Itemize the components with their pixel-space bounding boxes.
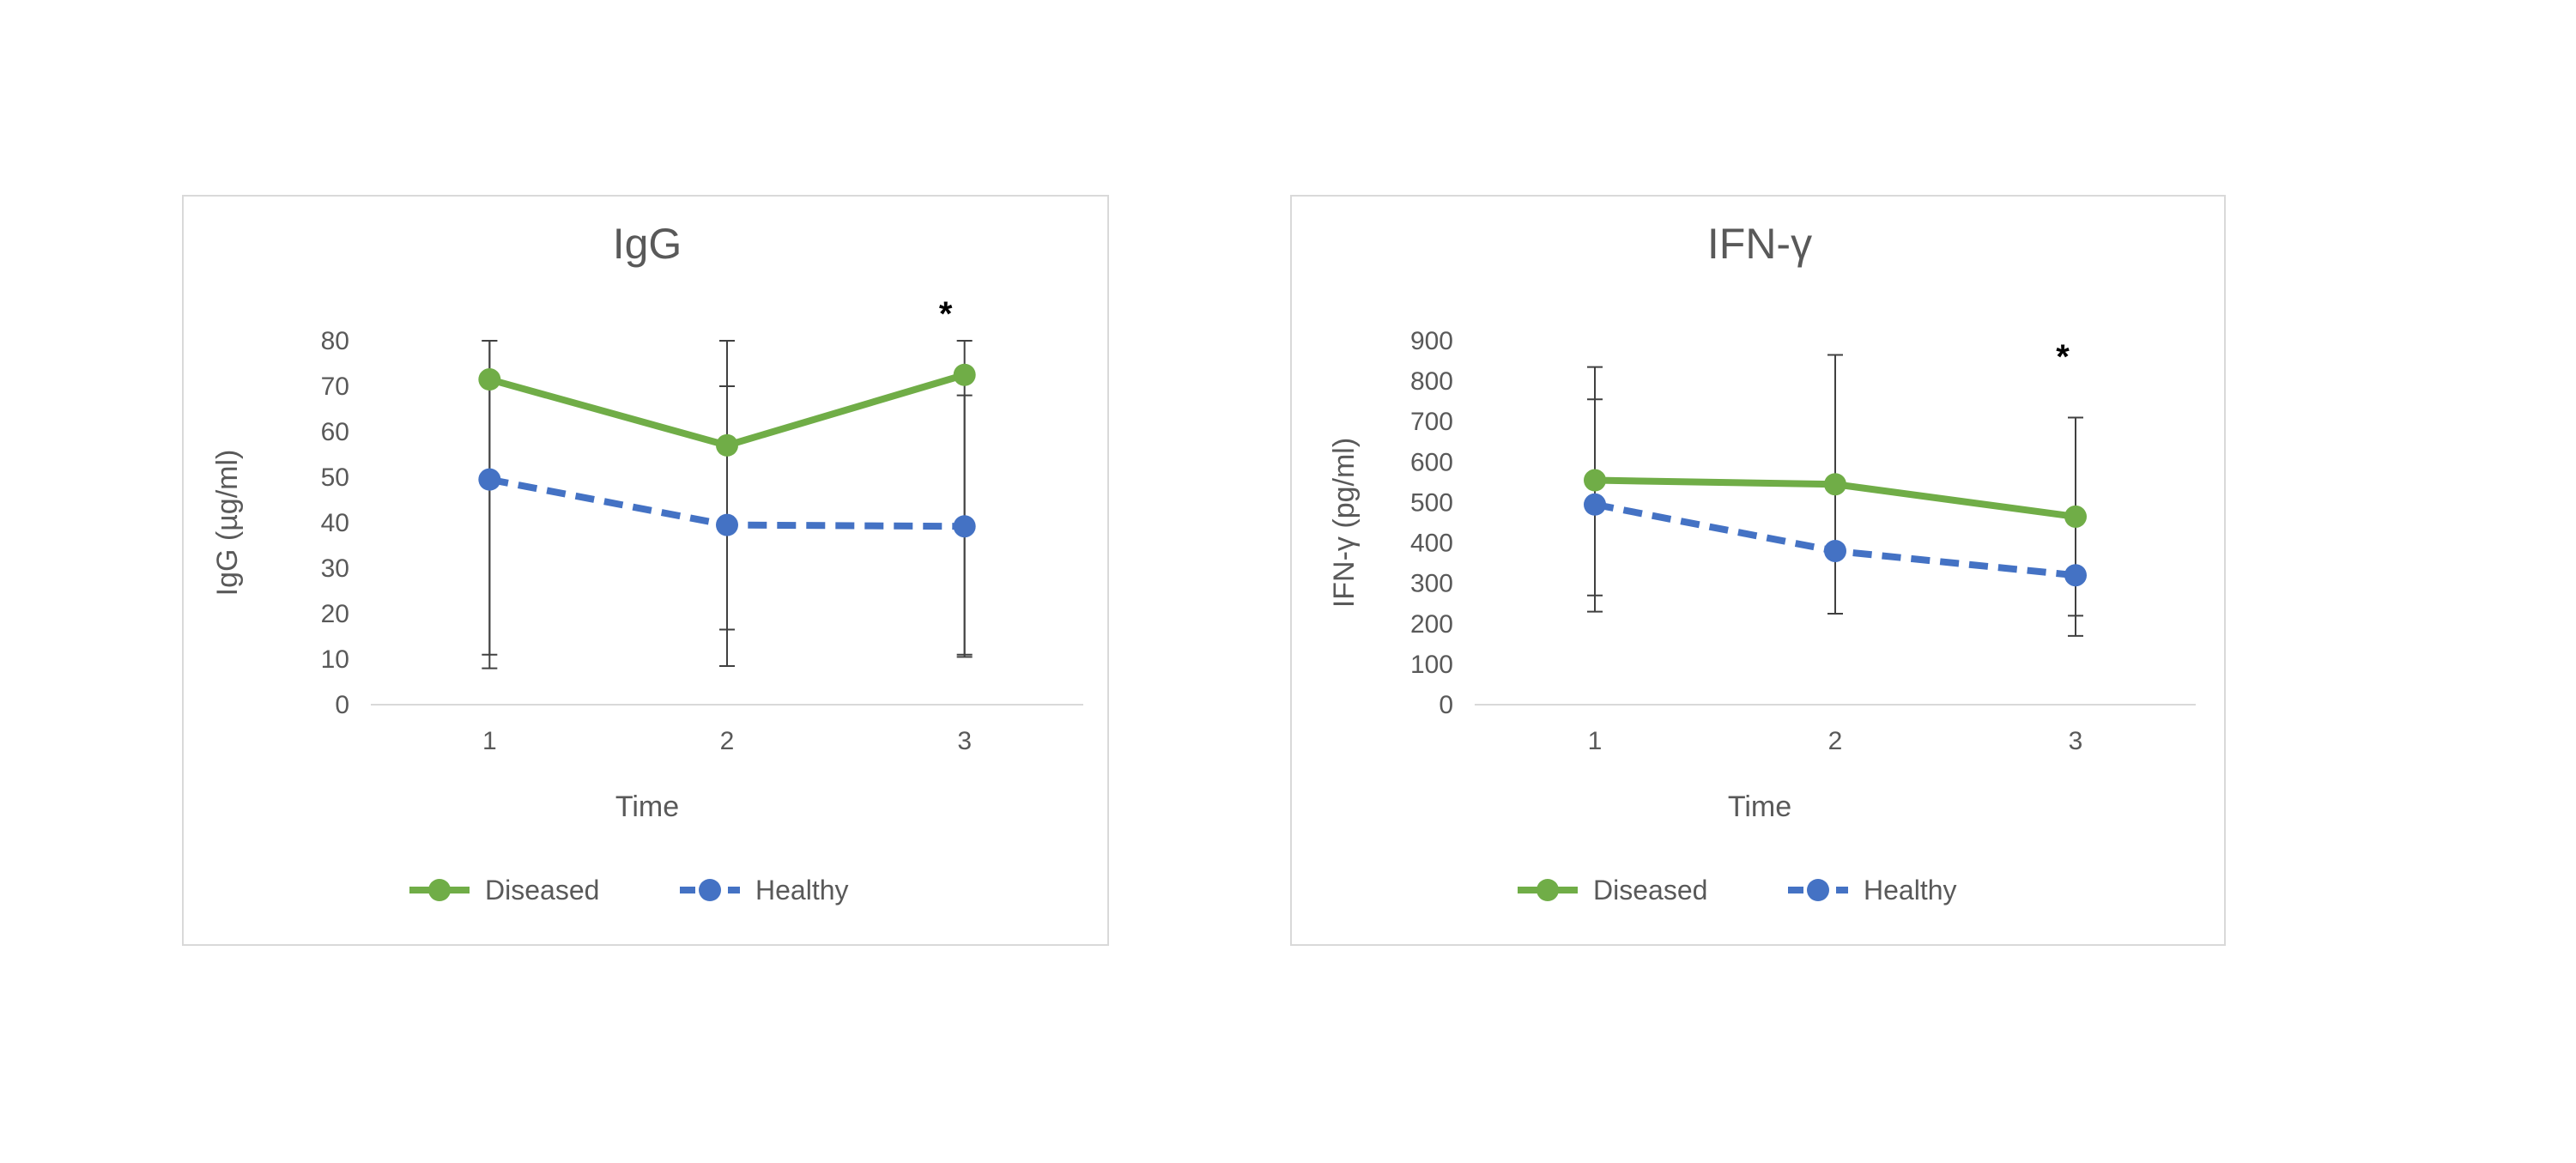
igg-legend-marker-diseased bbox=[428, 879, 451, 901]
ifn-data-point-healthy bbox=[2064, 564, 2087, 587]
ifn-data-point-diseased bbox=[2064, 505, 2087, 528]
ifn-x-tick-label: 2 bbox=[1828, 727, 1843, 755]
ifn-x-axis-label: Time bbox=[1728, 790, 1791, 823]
igg-y-tick-label: 80 bbox=[321, 327, 349, 355]
igg-data-point-healthy bbox=[953, 515, 976, 538]
igg-significance-marker: * bbox=[939, 295, 953, 333]
ifn-x-tick-label: 1 bbox=[1588, 727, 1603, 755]
ifn-y-tick-label: 500 bbox=[1410, 488, 1453, 517]
igg-data-point-diseased bbox=[953, 363, 976, 386]
ifn-data-point-diseased bbox=[1584, 469, 1606, 492]
igg-chart: IgG 0 10 20 30 40 50 60 70 80 1 2 3 Time IgG (µg/ml) * D… bbox=[211, 220, 1083, 906]
ifn-gamma-chart: IFN-γ 0 100 200 300 400 500 600 700 800 900 1 2 3 Time… bbox=[1328, 220, 2196, 906]
igg-y-tick-label: 30 bbox=[321, 554, 349, 583]
igg-x-tick-label: 2 bbox=[720, 727, 735, 755]
ifn-legend-label-healthy: Healthy bbox=[1864, 875, 1957, 906]
igg-data-point-diseased bbox=[716, 433, 738, 457]
igg-y-axis-label: IgG (µg/ml) bbox=[211, 450, 244, 597]
ifn-y-tick-label: 200 bbox=[1410, 610, 1453, 639]
ifn-y-tick-label: 100 bbox=[1410, 651, 1453, 679]
ifn-y-tick-label: 400 bbox=[1410, 530, 1453, 558]
igg-legend-marker-healthy bbox=[699, 879, 721, 901]
ifn-data-point-healthy bbox=[1584, 493, 1606, 516]
igg-chart-title: IgG bbox=[613, 220, 682, 268]
igg-x-tick-label: 3 bbox=[957, 727, 972, 755]
igg-data-point-diseased bbox=[478, 368, 501, 391]
ifn-y-tick-label: 600 bbox=[1410, 448, 1453, 476]
igg-y-tick-label: 0 bbox=[335, 691, 349, 719]
igg-legend-label-healthy: Healthy bbox=[755, 875, 849, 906]
ifn-legend-marker-diseased bbox=[1537, 879, 1559, 901]
igg-data-point-healthy bbox=[716, 513, 738, 536]
igg-y-tick-label: 20 bbox=[321, 600, 349, 628]
igg-chart-panel: IgG 0 10 20 30 40 50 60 70 80 1 2 3 Time IgG (µg/ml) * D… bbox=[182, 195, 1109, 946]
ifn-y-tick-label: 900 bbox=[1410, 327, 1453, 355]
igg-y-tick-label: 10 bbox=[321, 645, 349, 674]
ifn-y-tick-label: 0 bbox=[1439, 691, 1453, 719]
ifn-gamma-chart-panel: IFN-γ 0 100 200 300 400 500 600 700 800 900 1 2 3 Time… bbox=[1290, 195, 2226, 946]
igg-x-axis-label: Time bbox=[615, 790, 679, 823]
igg-y-tick-label: 70 bbox=[321, 373, 349, 401]
ifn-data-point-diseased bbox=[1824, 473, 1846, 496]
ifn-data-point-healthy bbox=[1824, 539, 1846, 562]
ifn-y-tick-label: 700 bbox=[1410, 408, 1453, 436]
ifn-legend-marker-healthy bbox=[1807, 879, 1829, 901]
ifn-y-tick-label: 300 bbox=[1410, 570, 1453, 598]
ifn-y-tick-label: 800 bbox=[1410, 367, 1453, 396]
igg-y-tick-label: 60 bbox=[321, 418, 349, 446]
igg-legend-label-diseased: Diseased bbox=[485, 875, 599, 906]
igg-data-point-healthy bbox=[478, 468, 501, 491]
igg-x-tick-label: 1 bbox=[482, 727, 497, 755]
ifn-legend-label-diseased: Diseased bbox=[1593, 875, 1707, 906]
ifn-y-axis-label: IFN-γ (pg/ml) bbox=[1328, 438, 1361, 608]
igg-y-tick-label: 40 bbox=[321, 509, 349, 537]
ifn-significance-marker: * bbox=[2056, 338, 2070, 376]
igg-y-tick-label: 50 bbox=[321, 463, 349, 492]
ifn-x-tick-label: 3 bbox=[2069, 727, 2083, 755]
ifn-chart-title: IFN-γ bbox=[1707, 220, 1812, 268]
